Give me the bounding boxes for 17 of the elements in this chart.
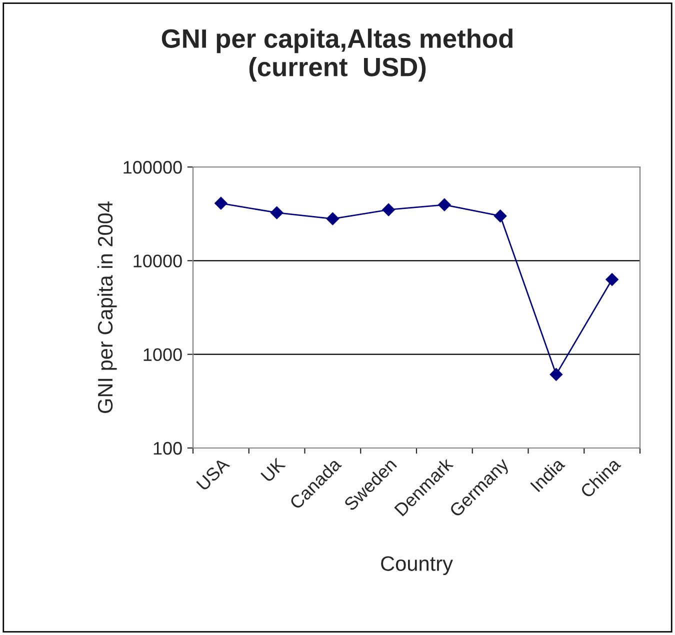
point (214, 196, 228, 210)
y-tick-label: 100000 (124, 160, 182, 174)
chart-title: GNI per capita,Altas method (current USD) (162, 28, 512, 82)
point (270, 206, 284, 220)
point (550, 368, 563, 381)
point (606, 273, 618, 286)
point (326, 212, 340, 226)
x-axis-title: Country (381, 556, 453, 576)
x-tick-label: USA (196, 456, 230, 492)
y-tick-label: 10000 (134, 254, 182, 268)
point (438, 198, 451, 212)
y-axis-title: GNI per Capita in 2004 (97, 202, 117, 413)
point (494, 210, 507, 222)
y-tick-label: 1000 (144, 348, 182, 362)
point (382, 203, 395, 216)
x-tick-label: UK (260, 457, 286, 483)
y-tick-label: 100 (154, 442, 182, 455)
